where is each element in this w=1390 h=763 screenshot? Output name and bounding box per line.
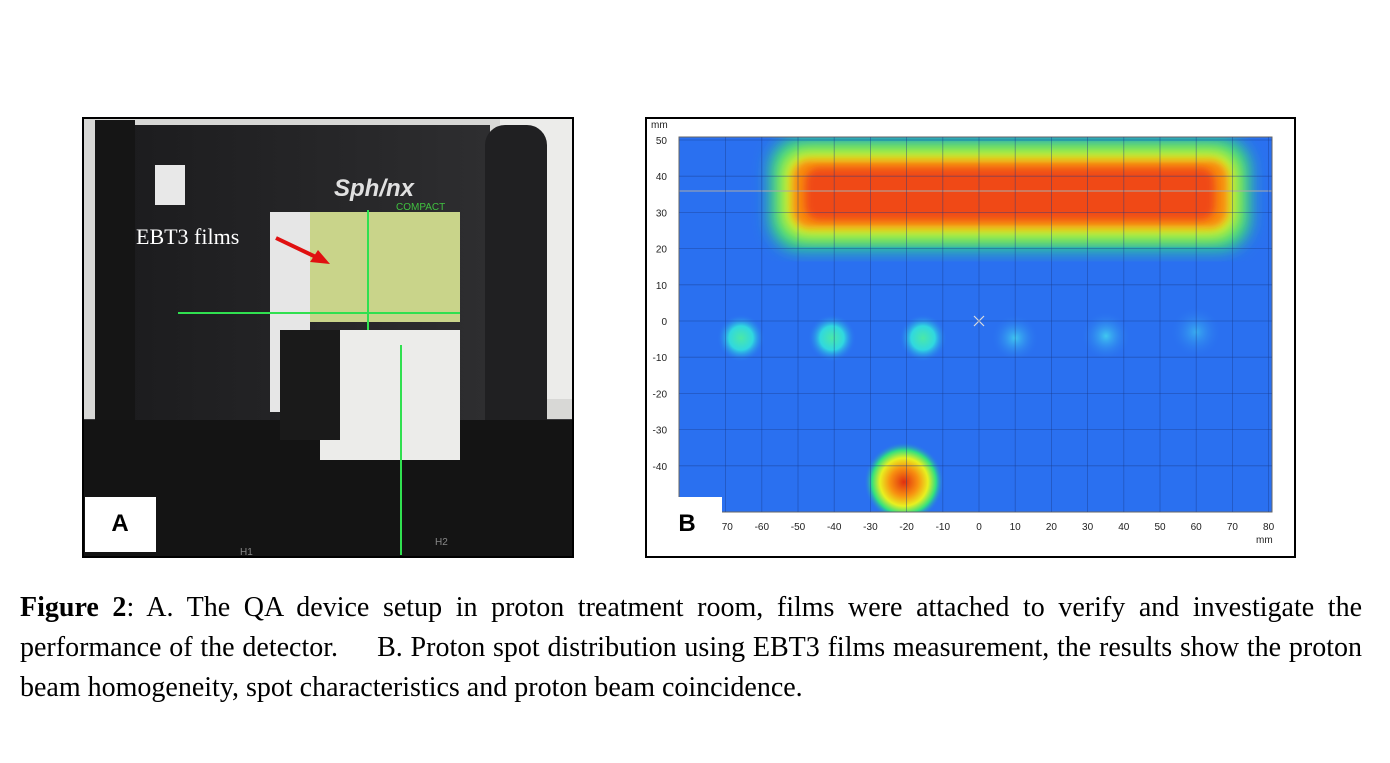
x-tick-label: 10 (1010, 522, 1022, 533)
phantom (320, 330, 460, 460)
panel-b: mm mm -70 -60 -50 -40 -30 -20 -10 0 10 20 30 40 50 60… (645, 117, 1296, 558)
field-core (805, 168, 1215, 220)
panel-label: A (111, 510, 128, 537)
y-tick-label: -30 (653, 426, 668, 437)
spot-hot (864, 442, 944, 512)
x-tick-label: 60 (1191, 522, 1203, 533)
x-tick-label: 0 (976, 522, 982, 533)
x-tick-label: 40 (1118, 522, 1130, 533)
mark: H2 (435, 537, 448, 548)
annotation: EBT3 films (136, 224, 239, 249)
caption-label: Figure 2 (20, 592, 127, 623)
caption: Figure 2: A. The QA device setup in prot… (20, 588, 1362, 708)
x-unit: mm (1256, 535, 1273, 546)
sticker (155, 165, 185, 205)
film (305, 212, 460, 322)
y-tick-label: 0 (661, 317, 667, 328)
x-tick-label: 50 (1154, 522, 1166, 533)
x-tick-label: -10 (936, 522, 951, 533)
x-tick-label: 80 (1263, 522, 1275, 533)
x-tick-label: 20 (1046, 522, 1058, 533)
x-tick-label: -50 (791, 522, 806, 533)
mark: H1 (240, 547, 253, 558)
y-tick-label: 20 (656, 245, 668, 256)
panel-label: B (678, 510, 695, 537)
y-tick-label: 40 (656, 172, 668, 183)
spot (717, 314, 765, 362)
y-tick-label: 50 (656, 136, 668, 147)
label-box (85, 497, 156, 552)
figure: Sph/nx COMPACT EBT3 films H1 H2 A m (82, 117, 1296, 558)
y-tick-label: -40 (653, 462, 668, 473)
frame-right (485, 125, 547, 465)
label-box (650, 497, 722, 552)
x-tick-label: -20 (899, 522, 914, 533)
x-tick-label: 70 (1227, 522, 1239, 533)
y-tick-label: 10 (656, 281, 668, 292)
brand-sub: COMPACT (396, 202, 445, 213)
x-tick-label: 30 (1082, 522, 1094, 533)
x-tick-label: -60 (755, 522, 770, 533)
caption-text: B. Proton spot distribution using EBT3 f… (20, 632, 1362, 703)
spot (899, 314, 947, 362)
caption-text: : A. The QA device setup in proton treat… (20, 592, 1362, 663)
arrow-shaft (275, 236, 319, 260)
panel-a: Sph/nx COMPACT EBT3 films H1 H2 A (82, 117, 574, 558)
spot (1081, 311, 1131, 361)
y-tick-label: -20 (653, 389, 668, 400)
y-unit: mm (651, 120, 668, 131)
x-tick-label: -30 (863, 522, 878, 533)
x-tick-label: -40 (827, 522, 842, 533)
spot (808, 314, 856, 362)
brand: Sph/nx (334, 175, 416, 202)
arrow-head (310, 250, 330, 264)
y-tick-label: -10 (653, 353, 668, 364)
x-tick-label: -70 (718, 522, 733, 533)
y-tick-label: 30 (656, 208, 668, 219)
plot-border (678, 136, 1273, 513)
block (280, 330, 340, 440)
